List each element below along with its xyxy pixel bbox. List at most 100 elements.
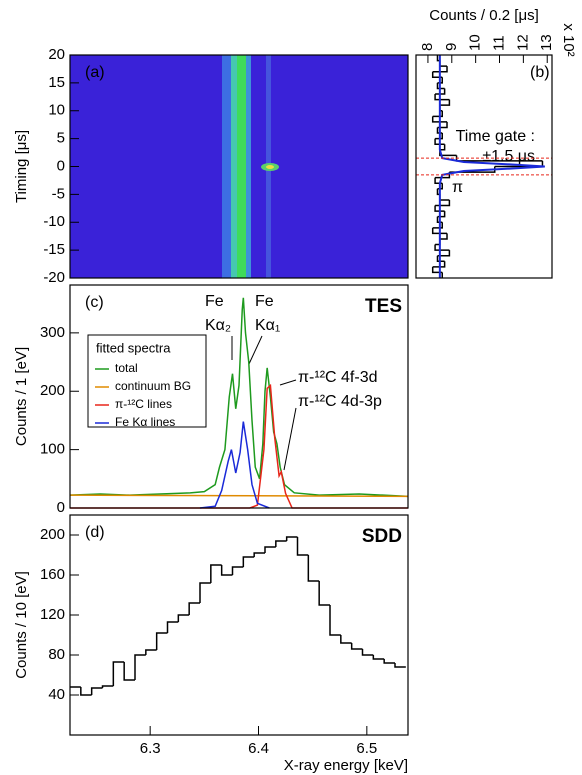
annotation: Kα₂ (205, 317, 231, 334)
y-tick-label: -5 (52, 185, 65, 202)
histogram-bin (434, 205, 445, 212)
histogram-bin (432, 261, 446, 268)
y-tick-label: 5 (57, 130, 65, 147)
histogram-bin (439, 233, 448, 240)
legend-label: π-¹²C lines (115, 397, 172, 411)
annotation: Kα₁ (255, 317, 280, 334)
histogram-bin (80, 687, 92, 696)
leader-line (283, 407, 297, 471)
heatmap-band (246, 55, 251, 278)
histogram-bin (437, 211, 446, 218)
histogram-bin (296, 537, 309, 556)
panel-title: SDD (362, 526, 402, 547)
y-axis-label: Counts / 10 [eV] (13, 571, 30, 679)
x-tick-label: 10 (467, 34, 484, 51)
y-axis-label: Timing [μs] (13, 130, 30, 203)
histogram-bin (436, 82, 445, 90)
x-tick-label: 13 (538, 34, 555, 51)
y-tick-label: 80 (48, 646, 65, 663)
leader-line (279, 379, 297, 386)
x-tick-label: 12 (514, 34, 531, 51)
histogram-bin (101, 685, 114, 688)
legend-box (87, 334, 207, 428)
histogram-bin (188, 602, 200, 615)
panel-label: (c) (85, 294, 104, 311)
panel-label: (b) (530, 64, 550, 81)
panel-title: TES (365, 296, 402, 317)
plot-frame (69, 284, 409, 509)
histogram-bin (432, 66, 448, 73)
histogram-bin (432, 110, 443, 118)
histogram-bin (435, 133, 443, 140)
histogram-bin (220, 565, 233, 576)
histogram-bin (432, 222, 443, 229)
histogram-bin (112, 661, 125, 686)
y-tick-label: 40 (48, 686, 65, 703)
histogram-bin (449, 166, 496, 173)
histogram-bin (439, 149, 457, 157)
y-tick-label: 20 (48, 46, 65, 63)
histogram-bin (210, 564, 222, 583)
heatmap-band (237, 55, 246, 278)
histogram-bin (318, 581, 330, 606)
series-line (69, 297, 409, 498)
legend-label: total (115, 361, 138, 375)
histogram-bin (434, 94, 450, 101)
annotation: Fe (205, 293, 224, 310)
histogram-bin (435, 199, 451, 207)
annotation: π-¹²C 4d-3p (298, 393, 382, 410)
y-tick-label: -10 (43, 213, 65, 230)
histogram-bin (264, 546, 276, 553)
histogram-bin (329, 605, 341, 636)
heatmap-spot (266, 165, 274, 169)
histogram-bin (177, 614, 190, 622)
x-tick-label: 11 (490, 35, 507, 51)
histogram-bin (242, 556, 255, 567)
histogram-bin (431, 116, 448, 123)
histogram-bin (372, 655, 385, 660)
y-tick-label: -15 (43, 241, 65, 258)
histogram-bin (394, 663, 406, 668)
y-tick-label: 300 (40, 324, 65, 341)
x-axis-label: X-ray energy [keV] (284, 757, 408, 774)
fit-curve (438, 55, 545, 278)
y-tick-label: 160 (40, 566, 65, 583)
leader-line (248, 335, 263, 365)
histogram-bin (383, 659, 395, 664)
annotation: π-¹²C 4f-3d (298, 369, 378, 386)
series-line (69, 494, 409, 498)
plot-frame (415, 54, 553, 279)
histogram-bin (439, 144, 446, 151)
histogram-bin (434, 138, 445, 145)
histogram-bin (307, 555, 320, 582)
histogram-bin (199, 582, 211, 603)
panel-label: (a) (85, 64, 105, 81)
histogram-bin (275, 540, 287, 547)
x-tick-label: 9 (443, 43, 460, 51)
y-tick-label: 200 (40, 382, 65, 399)
histogram-bin (340, 635, 352, 644)
y-tick-label: -20 (43, 269, 65, 286)
histogram-bin (434, 244, 450, 251)
histogram-bin (253, 552, 265, 557)
annotation: Time gate : (456, 128, 535, 145)
y-tick-label: 0 (57, 157, 65, 174)
histogram-bin (231, 566, 244, 575)
x-tick-label: 6.4 (248, 740, 269, 757)
y-tick-label: 15 (48, 74, 65, 91)
histogram-bin (361, 649, 374, 656)
y-tick-label: 200 (40, 526, 65, 543)
histogram-bin (431, 227, 448, 235)
annotation: Fe (255, 293, 274, 310)
histogram-bin (134, 654, 146, 680)
histogram-bin (166, 621, 179, 633)
plot-frame (69, 514, 409, 736)
annotation: π (452, 179, 463, 196)
heatmap-band (222, 55, 231, 278)
y-tick-label: 0 (57, 499, 65, 516)
histogram-bin (439, 194, 450, 201)
x-axis-label: Counts / 0.2 [μs] (429, 7, 539, 24)
x-tick-label: 6.5 (356, 740, 377, 757)
axis-multiplier: x 10² (560, 23, 577, 56)
